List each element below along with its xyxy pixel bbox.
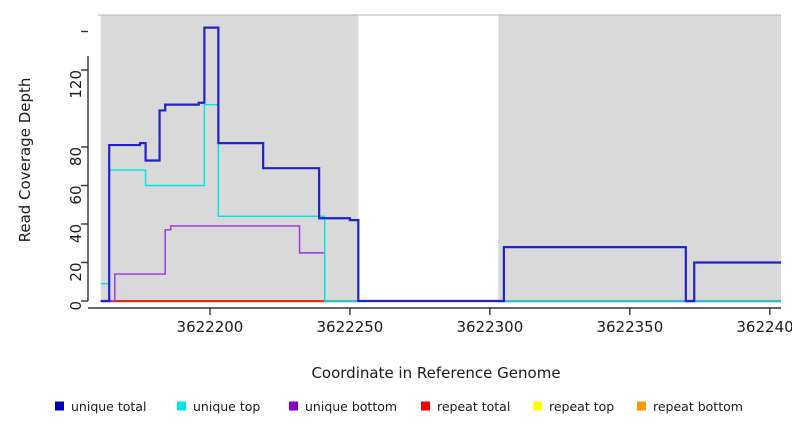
series-line-unique-top <box>100 103 781 302</box>
y-axis-tick-label: 120 <box>67 70 85 99</box>
legend-label-unique-total: unique total <box>71 399 146 414</box>
covered-region-left <box>100 15 359 303</box>
legend-swatch-unique-bottom <box>289 401 298 411</box>
legend-label-unique-top: unique top <box>193 399 260 414</box>
x-axis-tick-label: 3622300 <box>456 318 523 336</box>
series-line-unique-total <box>100 26 781 303</box>
y-axis-tick-label: 40 <box>67 224 85 243</box>
series-line-unique-bottom <box>100 225 781 302</box>
legend: unique total unique top unique bottom repea… <box>55 399 743 414</box>
y-axis: 0 20 40 60 80 120 <box>67 30 89 311</box>
legend-label-unique-bottom: unique bottom <box>305 399 397 414</box>
x-axis-tick-label: 3622350 <box>596 318 663 336</box>
y-axis-tick-label: 20 <box>67 263 85 282</box>
x-axis-tick-label: 3622400 <box>736 318 792 336</box>
y-axis-title: Read Coverage Depth <box>16 78 34 243</box>
y-axis-tick-label: 80 <box>67 147 85 166</box>
x-axis-title: Coordinate in Reference Genome <box>311 364 560 382</box>
y-axis-tick-label: 60 <box>67 186 85 205</box>
x-axis: 3622200 3622250 3622300 3622350 3622400 <box>88 307 792 336</box>
y-axis-tick-label: 0 <box>67 301 85 311</box>
shaded-regions <box>98 14 781 303</box>
legend-swatch-repeat-top <box>533 401 542 411</box>
legend-label-repeat-total: repeat total <box>437 399 510 414</box>
legend-swatch-unique-total <box>55 401 64 411</box>
x-axis-tick-label: 3622250 <box>317 318 384 336</box>
data-series-group <box>100 26 781 303</box>
legend-label-repeat-bottom: repeat bottom <box>653 399 743 414</box>
legend-swatch-unique-top <box>177 401 186 411</box>
legend-label-repeat-top: repeat top <box>549 399 614 414</box>
x-axis-tick-label: 3622200 <box>177 318 244 336</box>
covered-region-right <box>498 15 781 303</box>
legend-swatch-repeat-total <box>421 401 430 411</box>
legend-swatch-repeat-bottom <box>637 401 646 411</box>
